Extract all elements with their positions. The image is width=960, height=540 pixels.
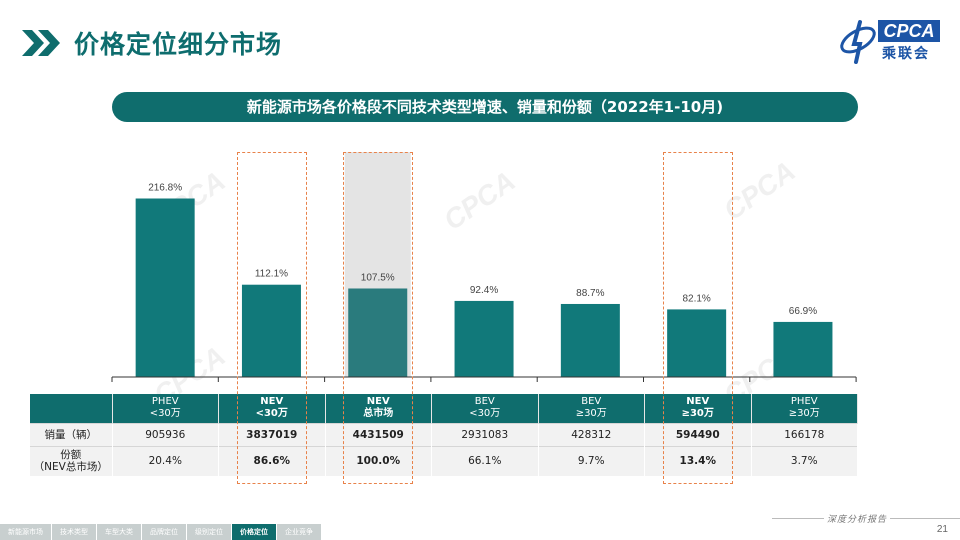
category-header-0: PHEV <30万	[112, 394, 219, 423]
row-label-line1: 份额	[60, 449, 82, 462]
nav-item-5[interactable]: 价格定位	[232, 524, 277, 540]
bar-value-label: 112.1%	[255, 269, 288, 280]
bar-value-label: 216.8%	[148, 183, 182, 194]
table-cell: 20.4%	[112, 445, 219, 476]
section-nav-bar: 新能源市场 技术类型 车型大类 品牌定位 级别定位 价格定位 企业竞争	[0, 524, 322, 540]
category-label-line2: 总市场	[363, 408, 394, 420]
table-corner-cell	[30, 394, 113, 423]
row-label-line1: 销量（辆）	[44, 428, 98, 441]
page-number: 21	[936, 524, 948, 535]
category-label-line1: NEV	[686, 396, 710, 408]
bar-1	[241, 284, 301, 377]
category-label-line2: <30万	[149, 408, 181, 420]
cpca-logo: CPCA 乘联会	[836, 16, 942, 66]
category-label-line2: ≥30万	[575, 408, 607, 420]
category-header-6: PHEV ≥30万	[751, 394, 858, 423]
chevron-right-double-icon	[22, 30, 60, 56]
category-header-3: BEV <30万	[431, 394, 539, 423]
footer-tag: 深度分析报告	[824, 512, 891, 525]
category-label-line1: BEV	[581, 396, 602, 408]
table-cell: 4431509	[325, 422, 432, 446]
table-cell: 3837019	[218, 422, 326, 446]
category-label-line1: BEV	[474, 396, 495, 408]
category-header-5: NEV ≥30万	[644, 394, 752, 423]
table-row: 份额 （NEV总市场） 20.4% 86.6% 100.0% 66.1% 9.7% 13.4%…	[30, 445, 858, 476]
table-row: 销量（辆） 905936 3837019 4431509 2931083 428312 59…	[30, 422, 858, 446]
table-cell: 2931083	[431, 422, 539, 446]
table-cell: 66.1%	[431, 445, 539, 476]
category-label-line1: PHEV	[151, 396, 179, 408]
nav-item-2[interactable]: 车型大类	[97, 524, 142, 540]
logo-cn-name: 乘联会	[882, 46, 930, 62]
table-cell: 86.6%	[218, 445, 326, 476]
row-label: 销量（辆）	[30, 422, 113, 446]
category-header-1: NEV <30万	[218, 394, 326, 423]
table-cell: 9.7%	[538, 445, 645, 476]
nav-item-0[interactable]: 新能源市场	[0, 524, 52, 540]
nav-item-4[interactable]: 级别定位	[187, 524, 232, 540]
category-label-line2: <30万	[255, 408, 288, 420]
chart-title: 新能源市场各价格段不同技术类型增速、销量和份额（2022年1-10月)	[112, 92, 858, 122]
nav-item-3[interactable]: 品牌定位	[142, 524, 187, 540]
table-cell: 100.0%	[325, 445, 432, 476]
bar-4	[560, 303, 620, 377]
page-title: 价格定位细分市场	[74, 30, 283, 59]
bar-value-label: 66.9%	[789, 306, 817, 317]
category-label-line2: ≥30万	[788, 408, 820, 420]
bar-6	[773, 321, 833, 377]
data-table: PHEV <30万 NEV <30万 NEV 总市场 BEV <30万 BEV ≥30万 NEV ≥3…	[30, 394, 858, 476]
category-header-4: BEV ≥30万	[538, 394, 645, 423]
nav-item-1[interactable]: 技术类型	[52, 524, 97, 540]
category-label-line1: PHEV	[790, 396, 818, 408]
table-cell: 905936	[112, 422, 219, 446]
bar-value-label: 92.4%	[470, 285, 498, 296]
category-header-2: NEV 总市场	[325, 394, 432, 423]
table-cell: 13.4%	[644, 445, 752, 476]
bar-3	[454, 300, 514, 377]
bar-0	[135, 198, 195, 377]
logo-brand-text: CPCA	[878, 20, 940, 42]
row-label-line2: （NEV总市场）	[33, 461, 108, 474]
category-label-line2: <30万	[469, 408, 501, 420]
table-cell: 428312	[538, 422, 645, 446]
bar-value-label: 82.1%	[682, 293, 710, 304]
bar-value-label: 88.7%	[576, 288, 604, 299]
table-cell: 166178	[751, 422, 858, 446]
category-label-line1: NEV	[366, 396, 390, 408]
category-label-line2: ≥30万	[681, 408, 714, 420]
cpca-emblem-icon	[840, 20, 876, 64]
table-header-row: PHEV <30万 NEV <30万 NEV 总市场 BEV <30万 BEV ≥30万 NEV ≥3…	[30, 394, 858, 423]
row-label: 份额 （NEV总市场）	[30, 445, 113, 476]
bar-value-label: 107.5%	[361, 272, 395, 283]
table-cell: 594490	[644, 422, 752, 446]
table-cell: 3.7%	[751, 445, 858, 476]
bar-2	[348, 288, 408, 377]
bar-5	[667, 309, 727, 377]
category-label-line1: NEV	[260, 396, 284, 408]
nav-item-6[interactable]: 企业竞争	[277, 524, 322, 540]
